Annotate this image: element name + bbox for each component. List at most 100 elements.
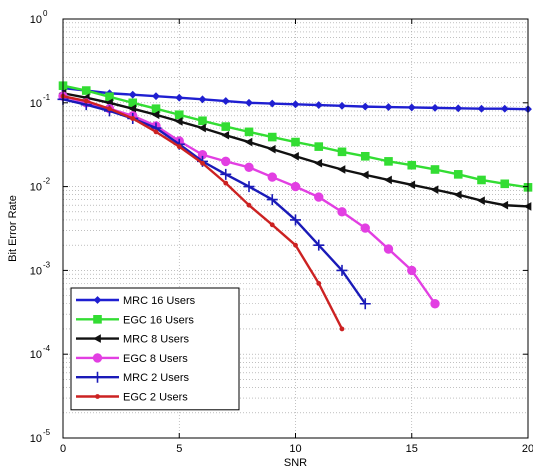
data-point [220,168,232,180]
data-point [243,181,255,193]
series-egc-2-users [60,93,345,332]
data-point [93,296,102,304]
data-point [407,180,416,190]
x-tick-label: 20 [522,443,533,455]
data-point [267,172,277,182]
data-point [128,90,137,99]
data-point [430,185,439,194]
data-point [453,190,462,200]
y-tick-label: 10 [30,265,42,277]
legend-label: MRC 8 Users [123,334,190,346]
series-mrc-8-users [58,88,532,211]
data-point [359,298,371,310]
data-point [221,97,230,105]
data-point [174,110,184,120]
data-point [384,103,393,111]
data-point [153,129,159,135]
data-point [477,175,486,185]
data-point [360,223,370,233]
data-point [130,116,136,121]
data-point [93,334,101,343]
y-axis-label: Bit Error Rate [7,195,19,262]
data-point [314,192,324,202]
data-point [223,180,229,186]
x-axis-label: SNR [284,457,307,469]
data-point [293,242,298,248]
data-point [314,142,324,151]
legend-entry: MRC 8 Users [76,334,190,346]
data-point [384,157,393,166]
data-point [128,104,137,114]
data-point [268,99,277,108]
data-point [407,103,416,112]
data-point [95,394,100,399]
data-point [360,170,369,180]
legend-entry: EGC 16 Users [76,314,194,326]
data-point [360,151,370,161]
y-tick-exponent: -3 [43,260,51,269]
data-point [200,160,205,166]
series-layer [57,81,533,332]
series-line [62,98,367,305]
y-tick-exponent: -5 [43,428,51,437]
x-tick-label: 15 [406,443,418,455]
legend-label: MRC 2 Users [123,372,190,384]
data-point [244,137,253,147]
data-point [291,151,299,161]
data-point [221,122,231,131]
data-point [430,299,440,309]
data-point [92,371,103,383]
data-point [314,101,323,109]
data-point [361,102,370,111]
y-tick-exponent: 0 [43,9,48,18]
y-tick-exponent: -2 [43,177,51,186]
data-point [313,239,325,251]
data-point [107,106,112,112]
data-point [244,162,254,172]
data-point [500,179,510,189]
x-tick-label: 10 [289,443,301,455]
data-point [290,214,301,226]
y-tick-label: 10 [30,349,42,361]
data-point [175,93,184,102]
data-point [339,326,345,332]
data-point [430,165,440,174]
legend-entry: MRC 16 Users [76,295,196,307]
data-point [81,86,91,95]
data-point [383,244,394,254]
y-tick-exponent: -1 [43,93,51,102]
data-point [266,194,278,206]
data-point [290,181,301,192]
legend-entry: EGC 8 Users [76,353,188,365]
data-point [198,95,207,104]
data-point [291,137,300,147]
legend-box [70,287,240,411]
data-point [221,156,231,167]
data-point [431,103,439,112]
series-egc-16-users [58,81,533,192]
data-point [198,116,207,126]
data-point [246,202,252,208]
data-point [221,130,230,140]
data-point [198,123,206,133]
data-point [174,117,183,126]
x-tick-label: 0 [60,443,66,455]
data-point [245,98,253,107]
y-tick-exponent: -4 [43,344,51,353]
data-point [316,280,322,286]
data-point [477,196,485,205]
legend-label: EGC 16 Users [123,314,194,326]
data-point [407,160,417,170]
data-point [176,144,182,150]
data-point [269,222,275,228]
y-tick-label: 10 [30,98,42,110]
x-tick-label: 5 [176,443,182,455]
data-point [267,132,277,142]
data-point [92,353,103,363]
data-point [337,165,346,174]
data-point [291,100,300,109]
data-point [151,110,160,120]
data-point [407,265,417,276]
